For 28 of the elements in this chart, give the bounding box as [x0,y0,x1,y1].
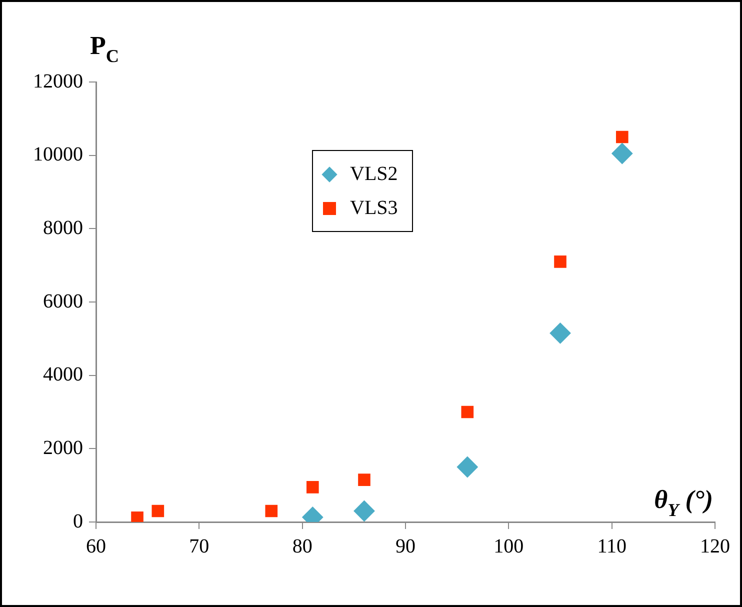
point [616,130,628,144]
legend-label: VLS2 [350,162,398,186]
y-tick-label: 12000 [33,70,83,92]
x-tick-label: 90 [396,535,416,558]
y-tick-label: 4000 [43,364,83,386]
x-tick-label: 100 [494,535,524,558]
point [456,456,478,478]
x-tick-label: 120 [700,535,730,558]
x-tick-label: 60 [86,535,106,558]
point [152,504,164,518]
y-tick-label: 2000 [43,436,83,459]
x-tick-label: 70 [189,535,210,558]
point [131,511,144,522]
y-tick-label: 0 [73,510,83,532]
point [612,143,633,164]
y-tick-label: 6000 [43,290,83,312]
x-tick-label: 80 [292,535,312,558]
legend-label: VLS3 [350,196,398,220]
point [461,406,474,418]
point [306,481,319,494]
point [358,474,370,486]
y-tick-label: 8000 [43,216,83,239]
x-tick-label: 110 [597,535,626,558]
point [265,504,278,518]
point [550,322,571,344]
point [354,500,375,522]
y-tick-label: 10000 [33,144,83,166]
point [554,256,566,268]
